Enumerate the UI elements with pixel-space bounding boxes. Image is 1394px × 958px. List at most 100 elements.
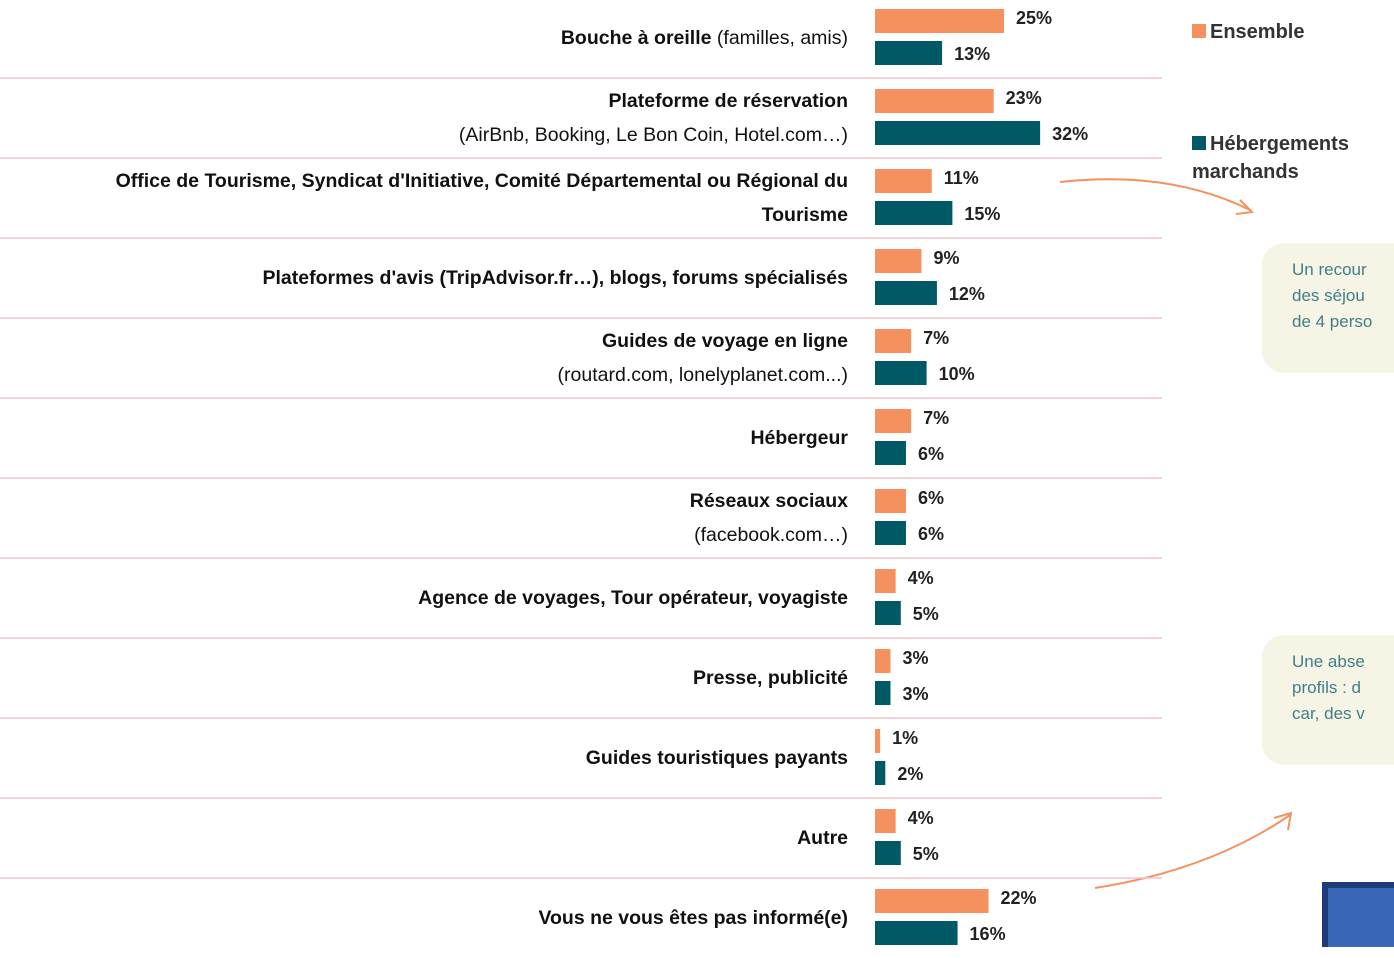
annotation-line: car, des v [1292, 704, 1365, 723]
legend-entry: Hébergements marchands [1192, 130, 1394, 186]
value-label: 25% [1016, 8, 1052, 28]
bar [875, 761, 886, 785]
category-text: Plateformes d'avis (TripAdvisor.fr…), bl… [263, 261, 849, 295]
value-label: 2% [897, 764, 923, 784]
category-label: Bouche à oreille (familles, amis) [28, 0, 848, 78]
annotation-line: Un recour [1292, 260, 1367, 279]
arrow [1094, 814, 1291, 889]
category-label: Hébergeur [28, 398, 848, 478]
legend-entry: Ensemble [1192, 18, 1394, 46]
value-label: 23% [1006, 88, 1042, 108]
value-label: 7% [923, 408, 949, 428]
category-note: (facebook.com…) [694, 524, 848, 546]
value-label: 1% [892, 728, 918, 748]
category-text: Autre [797, 821, 848, 855]
category-text: Guides de voyage en ligne (routard.com, l… [558, 324, 848, 392]
category-label: Presse, publicité [28, 638, 848, 718]
category-name: Plateformes d'avis (TripAdvisor.fr…), bl… [262, 267, 849, 289]
bar [875, 809, 896, 833]
bar [875, 921, 958, 945]
category-note: (routard.com, lonelyplanet.com...) [557, 364, 848, 386]
value-label: 4% [908, 808, 934, 828]
arrow [1059, 178, 1251, 211]
bar [875, 409, 912, 433]
category-note: (familles, amis) [716, 27, 848, 49]
category-label: Agence de voyages, Tour opérateur, voyag… [28, 558, 848, 638]
legend-swatch [1192, 136, 1206, 150]
category-text: Plateforme de réservation (AirBnb, Bookin… [459, 84, 848, 152]
category-text: Vous ne vous êtes pas informé(e) [538, 901, 848, 935]
value-label: 12% [949, 284, 985, 304]
bar [875, 249, 922, 273]
bar [875, 729, 881, 753]
arrow-head [1273, 811, 1293, 831]
bar [875, 169, 932, 193]
category-name: Bouche à oreille [560, 27, 712, 49]
bar [875, 201, 953, 225]
annotation: Un recour des séjou de 4 perso [1262, 243, 1394, 373]
category-text: Hébergeur [750, 421, 848, 455]
category-name: Presse, publicité [693, 667, 848, 689]
category-label: Plateforme de réservation (AirBnb, Bookin… [28, 78, 848, 158]
bar [875, 601, 901, 625]
value-label: 16% [970, 924, 1006, 944]
category-name: Plateforme de réservation [608, 90, 848, 112]
bar [875, 329, 912, 353]
annotation-line: profils : d [1292, 678, 1361, 697]
value-label: 22% [1001, 888, 1037, 908]
category-note: (AirBnb, Booking, Le Bon Coin, Hotel.com… [458, 124, 848, 146]
bar [875, 489, 906, 513]
category-label: Guides de voyage en ligne (routard.com, l… [28, 318, 848, 398]
annotation-line: de 4 perso [1292, 312, 1373, 331]
category-name: Vous ne vous êtes pas informé(e) [538, 907, 848, 929]
category-label: Plateformes d'avis (TripAdvisor.fr…), bl… [28, 238, 849, 318]
legend-label: Hébergements marchands [1192, 133, 1349, 183]
category-text: Agence de voyages, Tour opérateur, voyag… [418, 581, 848, 615]
bar [875, 649, 891, 673]
bar [875, 441, 906, 465]
value-label: 5% [913, 604, 939, 624]
category-name: Guides touristiques payants [585, 747, 848, 769]
value-label: 7% [923, 328, 949, 348]
value-label: 6% [918, 444, 944, 464]
annotation-line: des séjou [1292, 286, 1365, 305]
category-label: Réseaux sociaux (facebook.com…) [28, 478, 848, 558]
arrow-head [1235, 199, 1255, 215]
value-label: 11% [944, 168, 979, 188]
bar [875, 681, 891, 705]
category-label: Office de Tourisme, Syndicat d'Initiativ… [28, 158, 848, 238]
legend-swatch [1192, 24, 1206, 38]
value-label: 13% [954, 44, 990, 64]
bar [875, 41, 943, 65]
category-name: Guides de voyage en ligne [602, 330, 848, 352]
bar [875, 889, 989, 913]
category-name: Hébergeur [750, 427, 848, 449]
bar [875, 121, 1041, 145]
category-text: Guides touristiques payants [586, 741, 848, 775]
category-name: Autre [797, 827, 848, 849]
category-label: Vous ne vous êtes pas informé(e) [28, 878, 848, 958]
annotation-line: Une abse [1292, 652, 1365, 671]
category-label: Autre [28, 798, 848, 878]
value-label: 3% [902, 684, 928, 704]
category-name: Agence de voyages, Tour opérateur, voyag… [418, 587, 848, 609]
value-label: 9% [933, 248, 959, 268]
category-label: Guides touristiques payants [28, 718, 848, 798]
bar [875, 89, 994, 113]
value-label: 6% [918, 488, 944, 508]
value-label: 4% [908, 568, 934, 588]
category-text: Presse, publicité [693, 661, 848, 695]
value-label: 3% [902, 648, 928, 668]
logo [1328, 888, 1394, 947]
value-label: 32% [1052, 124, 1088, 144]
bar [875, 361, 927, 385]
category-name: Office de Tourisme, Syndicat d'Initiativ… [115, 170, 848, 226]
value-label: 15% [964, 204, 1000, 224]
category-name: Réseaux sociaux [689, 490, 848, 512]
category-text: Bouche à oreille (familles, amis) [561, 21, 848, 55]
value-label: 10% [939, 364, 975, 384]
category-text: Office de Tourisme, Syndicat d'Initiativ… [28, 164, 848, 232]
legend-label: Ensemble [1210, 21, 1305, 43]
